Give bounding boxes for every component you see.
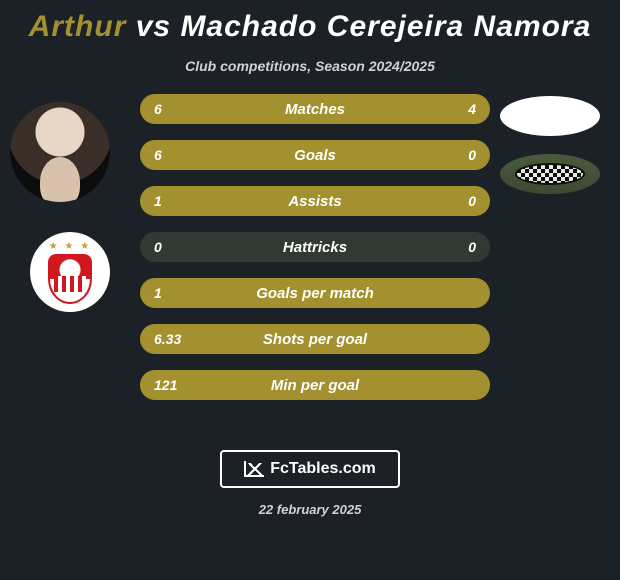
stat-row: 1Goals per match [140, 278, 490, 308]
stat-value-left: 121 [154, 377, 204, 393]
brand-box: FcTables.com [220, 450, 400, 488]
stat-value-left: 1 [154, 285, 204, 301]
checker-icon [515, 163, 585, 185]
stat-value-left: 6 [154, 101, 204, 117]
stat-value-right: 0 [426, 147, 476, 163]
stat-value-right: 0 [426, 193, 476, 209]
stat-value-right: 4 [426, 101, 476, 117]
player2-club-badge-top [500, 96, 600, 136]
title-vs: vs [136, 10, 171, 43]
stat-bars: 6Matches46Goals01Assists00Hattricks01Goa… [140, 94, 490, 416]
stat-value-left: 0 [154, 239, 204, 255]
date-text: 22 february 2025 [0, 502, 620, 517]
stat-row: 121Min per goal [140, 370, 490, 400]
stat-value-right: 0 [426, 239, 476, 255]
player2-club-badge-bottom [500, 154, 600, 194]
stat-label: Min per goal [204, 377, 426, 394]
stat-label: Shots per goal [204, 331, 426, 348]
stat-value-left: 1 [154, 193, 204, 209]
stat-label: Goals per match [204, 285, 426, 302]
stat-row: 6.33Shots per goal [140, 324, 490, 354]
player1-photo [10, 102, 110, 202]
stat-value-left: 6 [154, 147, 204, 163]
stat-label: Goals [204, 147, 426, 164]
stat-value-left: 6.33 [154, 331, 204, 347]
shield-icon [48, 254, 92, 304]
stat-row: 1Assists0 [140, 186, 490, 216]
brand-text: FcTables.com [270, 460, 376, 478]
comparison-stage: ★ ★ ★ 6Matches46Goals01Assists00Hattrick… [0, 102, 620, 432]
page-title: Arthur vs Machado Cerejeira Namora [0, 0, 620, 44]
title-player1: Arthur [29, 10, 127, 43]
stat-label: Hattricks [204, 239, 426, 256]
stat-label: Matches [204, 101, 426, 118]
chart-icon [244, 461, 264, 477]
stat-row: 6Goals0 [140, 140, 490, 170]
title-player2: Machado Cerejeira Namora [180, 10, 591, 43]
stat-label: Assists [204, 193, 426, 210]
stars-icon: ★ ★ ★ [49, 241, 91, 252]
player1-club-badge: ★ ★ ★ [30, 232, 110, 312]
stat-row: 0Hattricks0 [140, 232, 490, 262]
stat-row: 6Matches4 [140, 94, 490, 124]
subtitle: Club competitions, Season 2024/2025 [0, 58, 620, 74]
